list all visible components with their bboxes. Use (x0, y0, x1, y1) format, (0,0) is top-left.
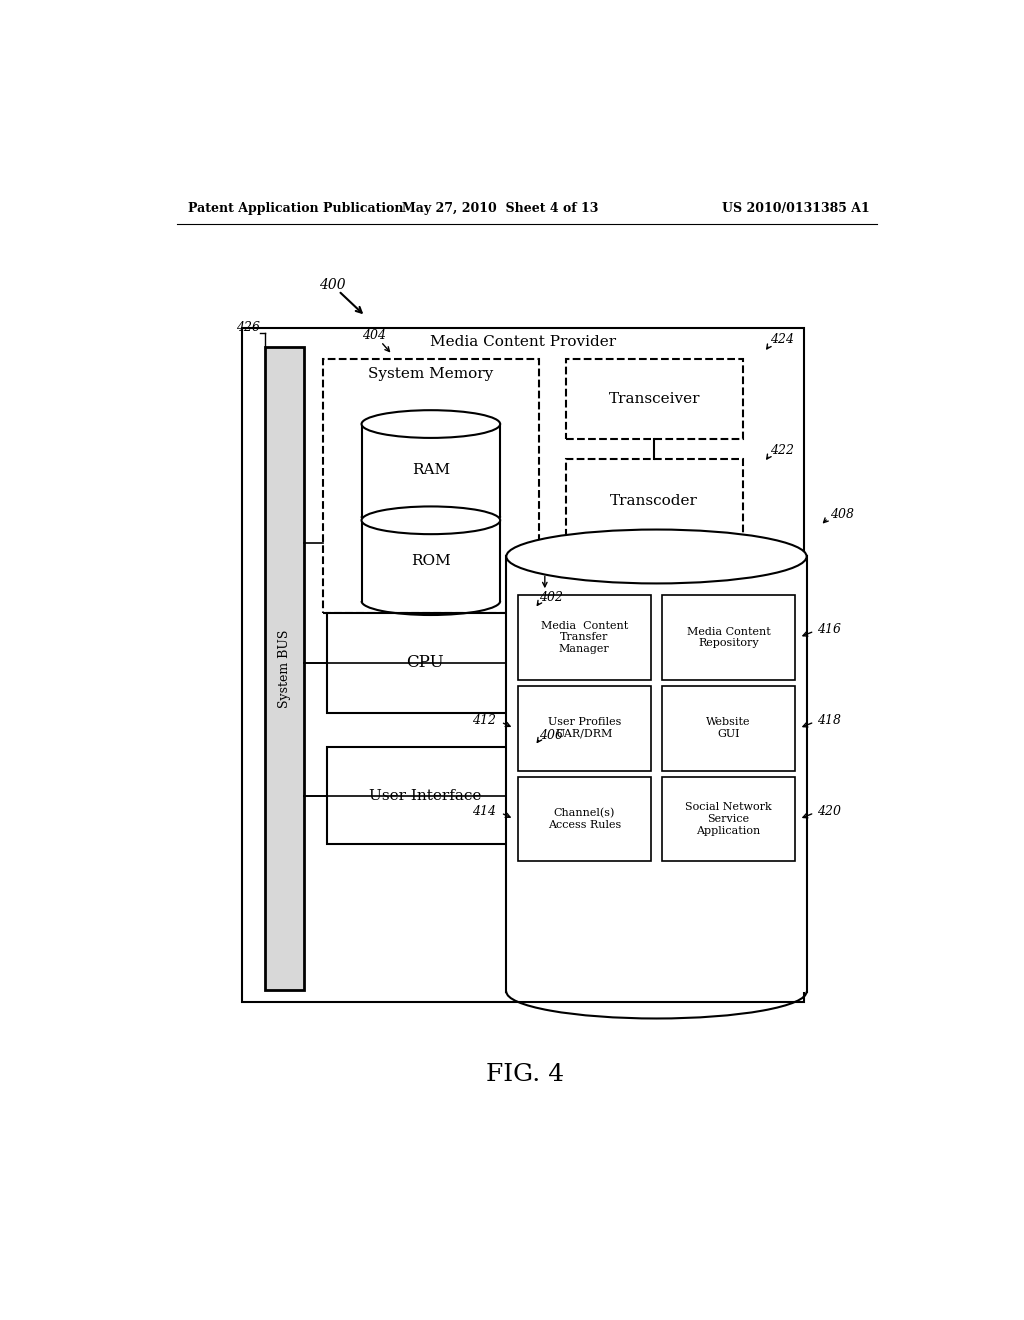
Bar (327, 747, 523, 843)
Ellipse shape (361, 507, 500, 535)
Text: Website
GUI: Website GUI (707, 717, 751, 739)
Text: Media Content Provider: Media Content Provider (430, 335, 616, 348)
Bar (265, 347, 304, 990)
Ellipse shape (506, 529, 807, 583)
Text: 424: 424 (770, 333, 794, 346)
Bar (323, 359, 539, 612)
Text: User Profiles
UAR/DRM: User Profiles UAR/DRM (548, 717, 621, 739)
Text: System BUS: System BUS (279, 630, 291, 708)
Text: 410: 410 (541, 560, 565, 573)
Text: 400: 400 (319, 279, 346, 293)
Text: Transceiver: Transceiver (608, 392, 700, 407)
Bar (518, 686, 650, 771)
Text: 404: 404 (361, 329, 386, 342)
Text: 426: 426 (236, 321, 260, 334)
Text: 402: 402 (539, 591, 562, 603)
Text: Media  Content
Transfer
Manager: Media Content Transfer Manager (541, 620, 628, 653)
Text: FIG. 4: FIG. 4 (485, 1063, 564, 1086)
Text: Transcoder: Transcoder (610, 494, 698, 508)
Bar (565, 359, 742, 440)
Text: ROM: ROM (411, 554, 451, 568)
Text: 416: 416 (816, 623, 841, 636)
Bar (243, 327, 804, 1002)
Text: User Interface: User Interface (369, 788, 481, 803)
Bar (361, 520, 500, 601)
Text: 420: 420 (816, 805, 841, 818)
Text: Channel(s)
Access Rules: Channel(s) Access Rules (548, 808, 621, 830)
Bar (565, 459, 742, 544)
Bar (506, 557, 807, 991)
Text: System Memory: System Memory (369, 367, 494, 381)
Bar (518, 776, 650, 862)
Ellipse shape (361, 411, 500, 438)
Bar (663, 776, 795, 862)
Text: 414: 414 (472, 805, 497, 818)
Bar (663, 686, 795, 771)
Text: Social Network
Service
Application: Social Network Service Application (685, 803, 772, 836)
Bar (327, 612, 523, 713)
Text: US 2010/0131385 A1: US 2010/0131385 A1 (722, 202, 869, 215)
Bar (663, 595, 795, 680)
Text: Patent Application Publication: Patent Application Publication (188, 202, 403, 215)
Text: May 27, 2010  Sheet 4 of 13: May 27, 2010 Sheet 4 of 13 (402, 202, 598, 215)
Bar (518, 595, 650, 680)
Text: RAM: RAM (412, 463, 450, 478)
Bar (361, 424, 500, 516)
Text: 422: 422 (770, 445, 794, 458)
Text: 408: 408 (829, 508, 854, 520)
Text: Media Content
Repository: Media Content Repository (687, 627, 770, 648)
Text: 412: 412 (472, 714, 497, 727)
Text: CPU: CPU (407, 655, 443, 672)
Text: 418: 418 (816, 714, 841, 727)
Text: 406: 406 (539, 730, 562, 742)
